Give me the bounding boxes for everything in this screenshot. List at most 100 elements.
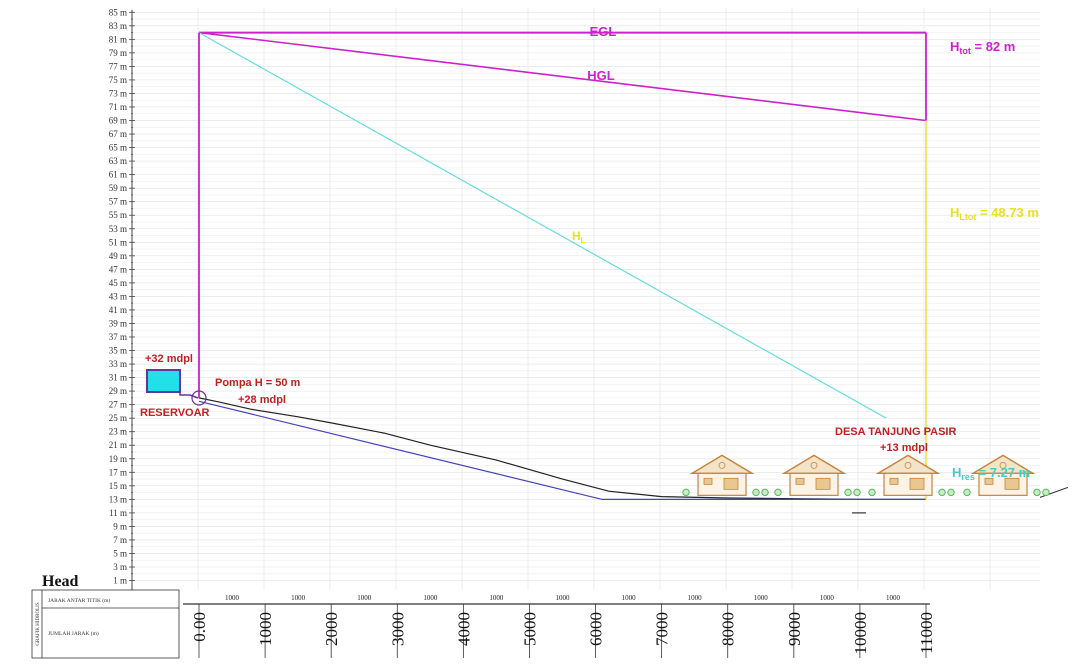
y-tick-label: 3 m (113, 562, 127, 572)
series-group (198, 31, 1069, 514)
reservoir-symbol (146, 369, 207, 406)
y-tick-label: 1 m (113, 576, 127, 586)
series-line-hl (198, 32, 887, 419)
y-tick-label: 71 m (109, 102, 127, 112)
series-line-profile-4 (198, 400, 926, 500)
y-tick-label: 79 m (109, 48, 127, 58)
y-tick-label: 69 m (109, 116, 127, 126)
y-tick-label: 75 m (109, 75, 127, 85)
y-tick-label: 55 m (109, 210, 127, 220)
y-tick-label: 25 m (109, 413, 127, 423)
house-icon (682, 454, 769, 497)
cumulative-distance: 2000 (322, 612, 341, 646)
y-tick-label: 31 m (109, 373, 127, 383)
y-tick-label: 37 m (109, 332, 127, 342)
tree-icon (853, 488, 861, 497)
tree-icon (1033, 488, 1041, 497)
y-tick-label: 43 m (109, 291, 127, 301)
y-tick-label: 17 m (109, 467, 127, 477)
y-tick-label: 29 m (109, 386, 127, 396)
y-tick-label: 7 m (113, 535, 127, 545)
tree-icon (938, 488, 946, 497)
y-tick-label: 67 m (109, 129, 127, 139)
distance-table: Head GRAFIK HIDROLIS JARAK ANTAR TITIK (… (31, 573, 936, 659)
tree-icon (752, 488, 760, 497)
row1-label: JARAK ANTAR TITIK (m) (48, 597, 110, 604)
house-icon (774, 454, 861, 497)
y-tick-label: 15 m (109, 481, 127, 491)
y-tick-label: 63 m (109, 156, 127, 166)
segment-distance: 1000 (291, 594, 306, 602)
tree-icon (682, 488, 690, 497)
pump-elevation-label: +28 mdpl (238, 394, 286, 406)
segment-distance: 1000 (622, 594, 637, 602)
y-tick-label: 19 m (109, 454, 127, 464)
y-tick-label: 53 m (109, 224, 127, 234)
segment-distance: 1000 (754, 594, 769, 602)
y-tick-label: 33 m (109, 359, 127, 369)
y-tick-label: 11 m (109, 508, 127, 518)
segment-distance: 1000 (225, 594, 240, 602)
segment-distance: 1000 (423, 594, 438, 602)
grid (131, 8, 1040, 590)
cumulative-distance: 5000 (520, 612, 539, 646)
cumulative-distance: 1000 (256, 612, 275, 646)
segment-distance: 1000 (886, 594, 901, 602)
head-label: Head (42, 573, 79, 590)
pump-icon (191, 390, 207, 406)
reservoir-label: RESERVOAR (140, 407, 210, 419)
reservoir-elevation-label: +32 mdpl (145, 353, 193, 365)
tree-icon (844, 488, 852, 497)
cumulative-distance: 4000 (454, 612, 473, 646)
y-tick-label: 13 m (109, 494, 127, 504)
y-tick-label: 39 m (109, 318, 127, 328)
y-tick-label: 59 m (109, 183, 127, 193)
tree-icon (1042, 488, 1050, 497)
tree-icon (868, 488, 876, 497)
y-tick-label: 81 m (109, 34, 127, 44)
pump-label: Pompa H = 50 m (215, 377, 301, 389)
cumulative-distance: 11000 (917, 612, 936, 654)
y-tick-label: 21 m (109, 440, 127, 450)
cumulative-distance: 3000 (388, 612, 407, 646)
house-icon (963, 454, 1050, 497)
cumulative-distance: 0.00 (190, 612, 209, 642)
hl-tot-label: HLtot = 48.73 m (950, 205, 1039, 222)
cumulative-distance: 10000 (851, 612, 870, 655)
hl-label: HL (572, 229, 586, 245)
y-tick-label: 83 m (109, 21, 127, 31)
village-houses (682, 454, 1050, 497)
h-tot-label: Htot = 82 m (950, 39, 1015, 56)
hgl-label: HGL (587, 68, 615, 83)
tree-icon (761, 488, 769, 497)
vertical-lines (198, 32, 927, 500)
cumulative-distance: 8000 (719, 612, 738, 646)
segment-distance: 1000 (688, 594, 703, 602)
y-tick-label: 51 m (109, 237, 127, 247)
cumulative-distance: 9000 (785, 612, 804, 646)
y-tick-label: 41 m (109, 305, 127, 315)
tree-icon (947, 488, 955, 497)
y-tick-label: 73 m (109, 88, 127, 98)
egl-label: EGL (590, 24, 617, 39)
segment-distance: 1000 (489, 594, 504, 602)
series-line-hgl (198, 31, 927, 122)
table-side-label: GRAFIK HIDROLIS (36, 602, 41, 645)
tree-icon (774, 488, 782, 497)
tree-icon (963, 488, 971, 497)
segment-distance: 1000 (357, 594, 372, 602)
y-tick-label: 45 m (109, 278, 127, 288)
series-line-profile-3 (198, 397, 926, 500)
row2-label: JUMLAH JARAK (m) (48, 630, 99, 637)
y-tick-label: 65 m (109, 143, 127, 153)
y-tick-label: 77 m (109, 61, 127, 71)
y-tick-label: 23 m (109, 427, 127, 437)
y-tick-label: 5 m (113, 548, 127, 558)
h-res-label: Hres = 7.27 m (952, 465, 1030, 482)
y-tick-label: 85 m (109, 7, 127, 17)
y-tick-label: 27 m (109, 400, 127, 410)
cumulative-distance: 7000 (653, 612, 672, 646)
y-tick-label: 57 m (109, 197, 127, 207)
y-tick-label: 9 m (113, 521, 127, 531)
